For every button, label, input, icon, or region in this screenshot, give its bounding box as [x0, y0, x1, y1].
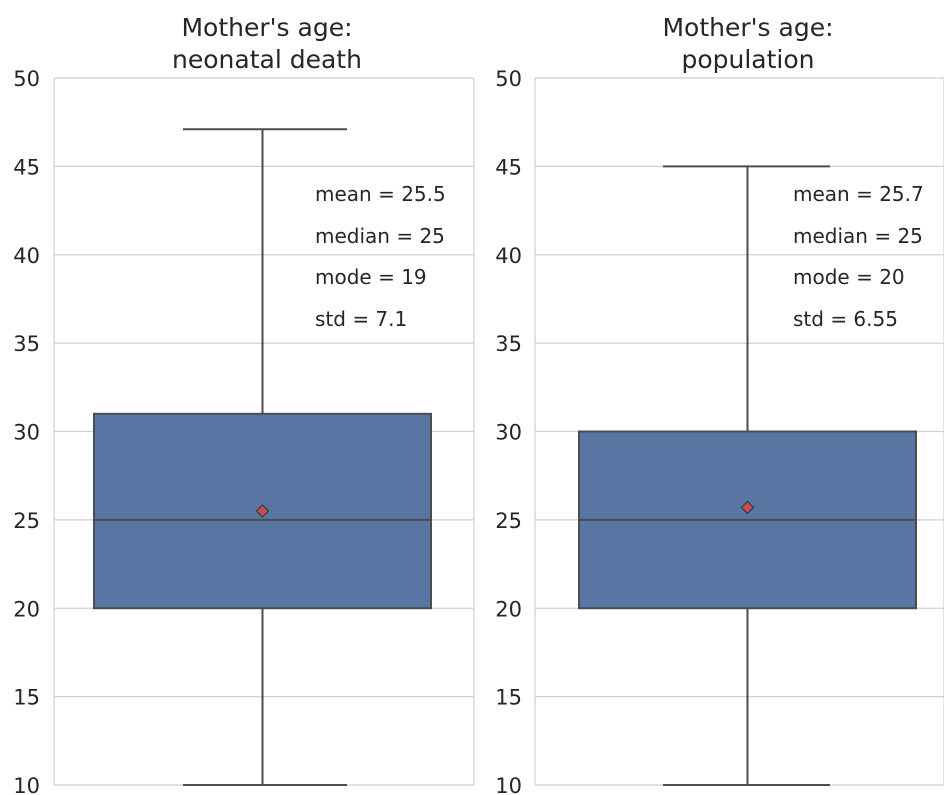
y-tick-label: 40 [13, 244, 40, 268]
y-tick-label: 25 [13, 509, 40, 533]
left-boxplot-panel: Mother's age: neonatal death 10 15 20 25 30 3… [13, 13, 475, 795]
chart-title-line-2: neonatal death [172, 45, 362, 74]
y-tick-label: 45 [13, 155, 40, 179]
stat-mode: mode = 20 [793, 265, 905, 289]
y-tick-label: 20 [495, 597, 522, 621]
y-tick-label: 50 [13, 67, 40, 91]
y-tick-label: 15 [495, 686, 522, 710]
y-tick-label: 10 [495, 774, 522, 795]
stat-mean: mean = 25.5 [315, 182, 446, 206]
y-tick-label: 45 [495, 155, 522, 179]
stat-median: median = 25 [315, 224, 445, 248]
y-tick-label: 30 [13, 421, 40, 445]
y-tick-label: 30 [495, 421, 522, 445]
chart-title-line-1: Mother's age: [181, 13, 352, 42]
right-boxplot-panel: Mother's age: population 10 15 20 25 30 35 40 4… [495, 13, 944, 795]
y-tick-label: 20 [13, 597, 40, 621]
y-tick-label: 40 [495, 244, 522, 268]
chart-title-line-2: population [681, 45, 814, 74]
stat-mean: mean = 25.7 [793, 182, 924, 206]
stat-std: std = 6.55 [793, 307, 898, 331]
y-tick-label: 15 [13, 686, 40, 710]
stat-std: std = 7.1 [315, 307, 407, 331]
stat-mode: mode = 19 [315, 265, 427, 289]
y-tick-label: 35 [13, 332, 40, 356]
y-tick-label: 25 [495, 509, 522, 533]
y-tick-label: 35 [495, 332, 522, 356]
mean-marker [255, 504, 270, 518]
y-tick-label: 10 [13, 774, 40, 795]
mean-marker [740, 500, 755, 515]
stat-median: median = 25 [793, 224, 923, 248]
chart-title-line-1: Mother's age: [662, 13, 833, 42]
y-tick-label: 50 [495, 67, 522, 91]
